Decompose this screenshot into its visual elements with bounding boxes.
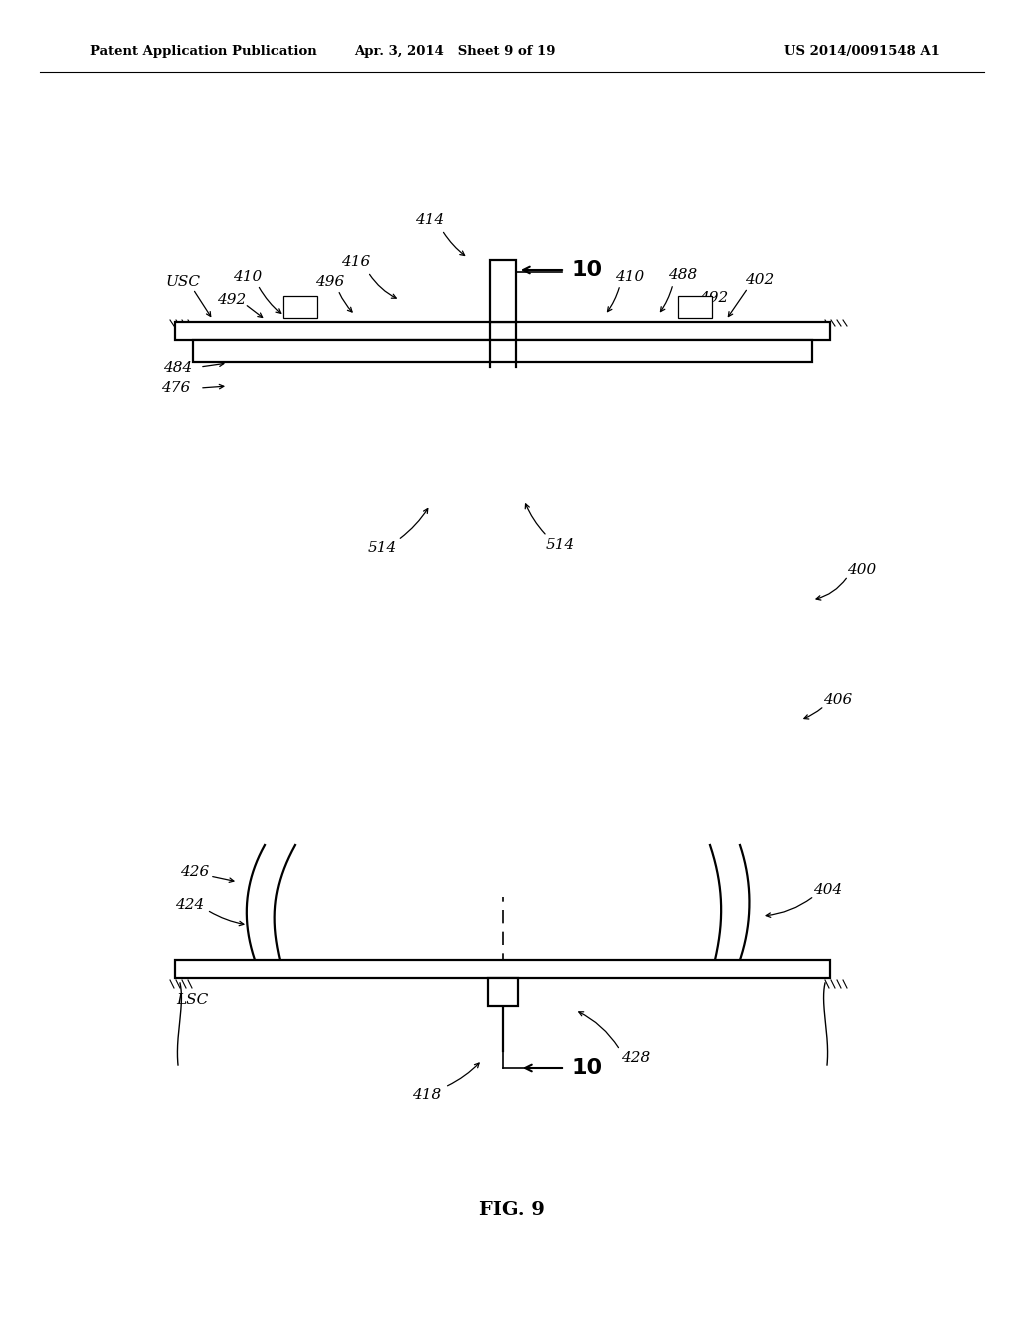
Bar bbox=[175, 322, 830, 341]
Text: 10: 10 bbox=[572, 260, 603, 280]
Text: US 2014/0091548 A1: US 2014/0091548 A1 bbox=[784, 45, 940, 58]
Text: 492: 492 bbox=[699, 290, 729, 305]
Bar bbox=[175, 960, 830, 978]
Text: 418: 418 bbox=[413, 1088, 441, 1102]
Text: 410: 410 bbox=[233, 271, 262, 284]
Text: 496: 496 bbox=[315, 275, 345, 289]
Text: USC: USC bbox=[166, 275, 201, 289]
Text: 424: 424 bbox=[175, 898, 205, 912]
Text: Patent Application Publication: Patent Application Publication bbox=[90, 45, 316, 58]
Text: 416: 416 bbox=[341, 255, 371, 269]
Text: 428: 428 bbox=[622, 1051, 650, 1065]
Text: 488: 488 bbox=[669, 268, 697, 282]
Bar bbox=[678, 296, 712, 318]
Text: 414: 414 bbox=[416, 213, 444, 227]
Text: Apr. 3, 2014   Sheet 9 of 19: Apr. 3, 2014 Sheet 9 of 19 bbox=[354, 45, 556, 58]
Text: LSC: LSC bbox=[176, 993, 208, 1007]
Text: 514: 514 bbox=[368, 541, 396, 554]
Text: 492: 492 bbox=[217, 293, 247, 308]
Text: 406: 406 bbox=[823, 693, 853, 708]
FancyBboxPatch shape bbox=[158, 338, 847, 898]
Bar bbox=[283, 296, 317, 318]
Text: 514: 514 bbox=[546, 539, 574, 552]
Bar bbox=[488, 978, 518, 1006]
Bar bbox=[490, 260, 516, 322]
Text: 10: 10 bbox=[572, 1059, 603, 1078]
Text: 484: 484 bbox=[164, 360, 193, 375]
Text: FIG. 9: FIG. 9 bbox=[479, 1201, 545, 1218]
Text: 404: 404 bbox=[813, 883, 843, 898]
Bar bbox=[193, 341, 812, 362]
Text: 400: 400 bbox=[848, 564, 877, 577]
Text: 402: 402 bbox=[745, 273, 774, 286]
Text: 476: 476 bbox=[162, 381, 190, 395]
Text: 410: 410 bbox=[615, 271, 645, 284]
Text: 426: 426 bbox=[180, 865, 210, 879]
